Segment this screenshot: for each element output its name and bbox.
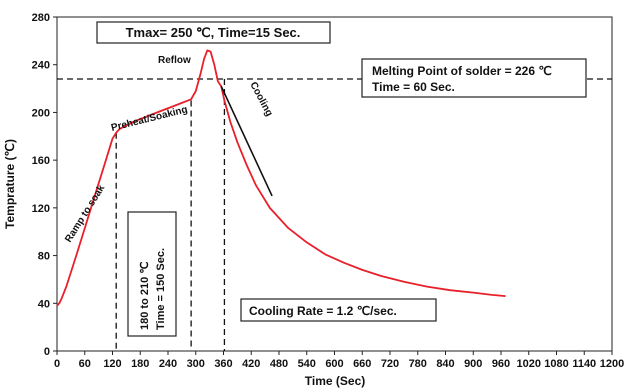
- soak-temp-range-text: 180 to 210 ℃: [139, 261, 151, 330]
- soak-range-box: [127, 211, 177, 337]
- x-tick-label: 660: [353, 358, 371, 370]
- x-tick-label: 120: [103, 358, 121, 370]
- x-tick-label: 0: [54, 358, 60, 370]
- temperature-series-line: [56, 49, 506, 307]
- melting-point-text: Melting Point of solder = 226 ℃: [372, 64, 552, 78]
- x-tick-label: 720: [381, 358, 399, 370]
- x-tick-label: 60: [79, 358, 91, 370]
- x-tick-label: 540: [298, 358, 316, 370]
- x-tick-label: 1080: [544, 358, 568, 370]
- series-layer: [56, 49, 506, 307]
- y-tick-label: 240: [32, 60, 50, 72]
- axis-ticks: 0 60 120 180 240 300 360 420 480 540 600 660 720 780 8…: [32, 12, 625, 370]
- ramp-label: Ramp to soak: [63, 183, 107, 245]
- x-tick-label: 1020: [517, 358, 541, 370]
- x-tick-label: 180: [131, 358, 149, 370]
- x-axis-title: Time (Sec): [305, 374, 365, 388]
- cooling-rate-line: [220, 85, 273, 197]
- melting-point-box: [361, 58, 587, 98]
- y-tick-label: 120: [32, 203, 50, 215]
- soak-time-text: Time = 150 Sec.: [155, 248, 167, 330]
- cooling-label: Cooling: [247, 80, 274, 118]
- reflow-label: Reflow: [158, 55, 191, 66]
- y-axis-title: Temprature (℃): [3, 139, 17, 229]
- y-tick-label: 200: [32, 107, 50, 119]
- y-tick-label: 80: [38, 251, 50, 263]
- tmax-text: Tmax= 250 ℃, Time=15 Sec.: [126, 25, 301, 40]
- y-tick-label: 160: [32, 155, 50, 167]
- x-tick-label: 900: [464, 358, 482, 370]
- x-tick-label: 480: [270, 358, 288, 370]
- x-tick-label: 300: [187, 358, 205, 370]
- y-tick-label: 40: [38, 298, 50, 310]
- x-tick-label: 780: [409, 358, 427, 370]
- x-tick-label: 1140: [572, 358, 596, 370]
- cooling-rate-box: [240, 298, 437, 322]
- y-tick-label: 0: [44, 346, 50, 358]
- x-tick-label: 1200: [600, 358, 624, 370]
- x-tick-label: 600: [325, 358, 343, 370]
- x-tick-label: 360: [214, 358, 232, 370]
- x-tick-label: 840: [436, 358, 454, 370]
- x-tick-label: 420: [242, 358, 260, 370]
- preheat-label: Preheat/Soaking: [110, 104, 189, 134]
- x-tick-label: 240: [159, 358, 177, 370]
- tmax-box: [96, 21, 331, 44]
- melting-time-text: Time = 60 Sec.: [372, 80, 455, 94]
- y-tick-label: 280: [32, 12, 50, 24]
- cooling-rate-text: Cooling Rate = 1.2 ℃/sec.: [249, 304, 397, 318]
- x-tick-label: 960: [492, 358, 510, 370]
